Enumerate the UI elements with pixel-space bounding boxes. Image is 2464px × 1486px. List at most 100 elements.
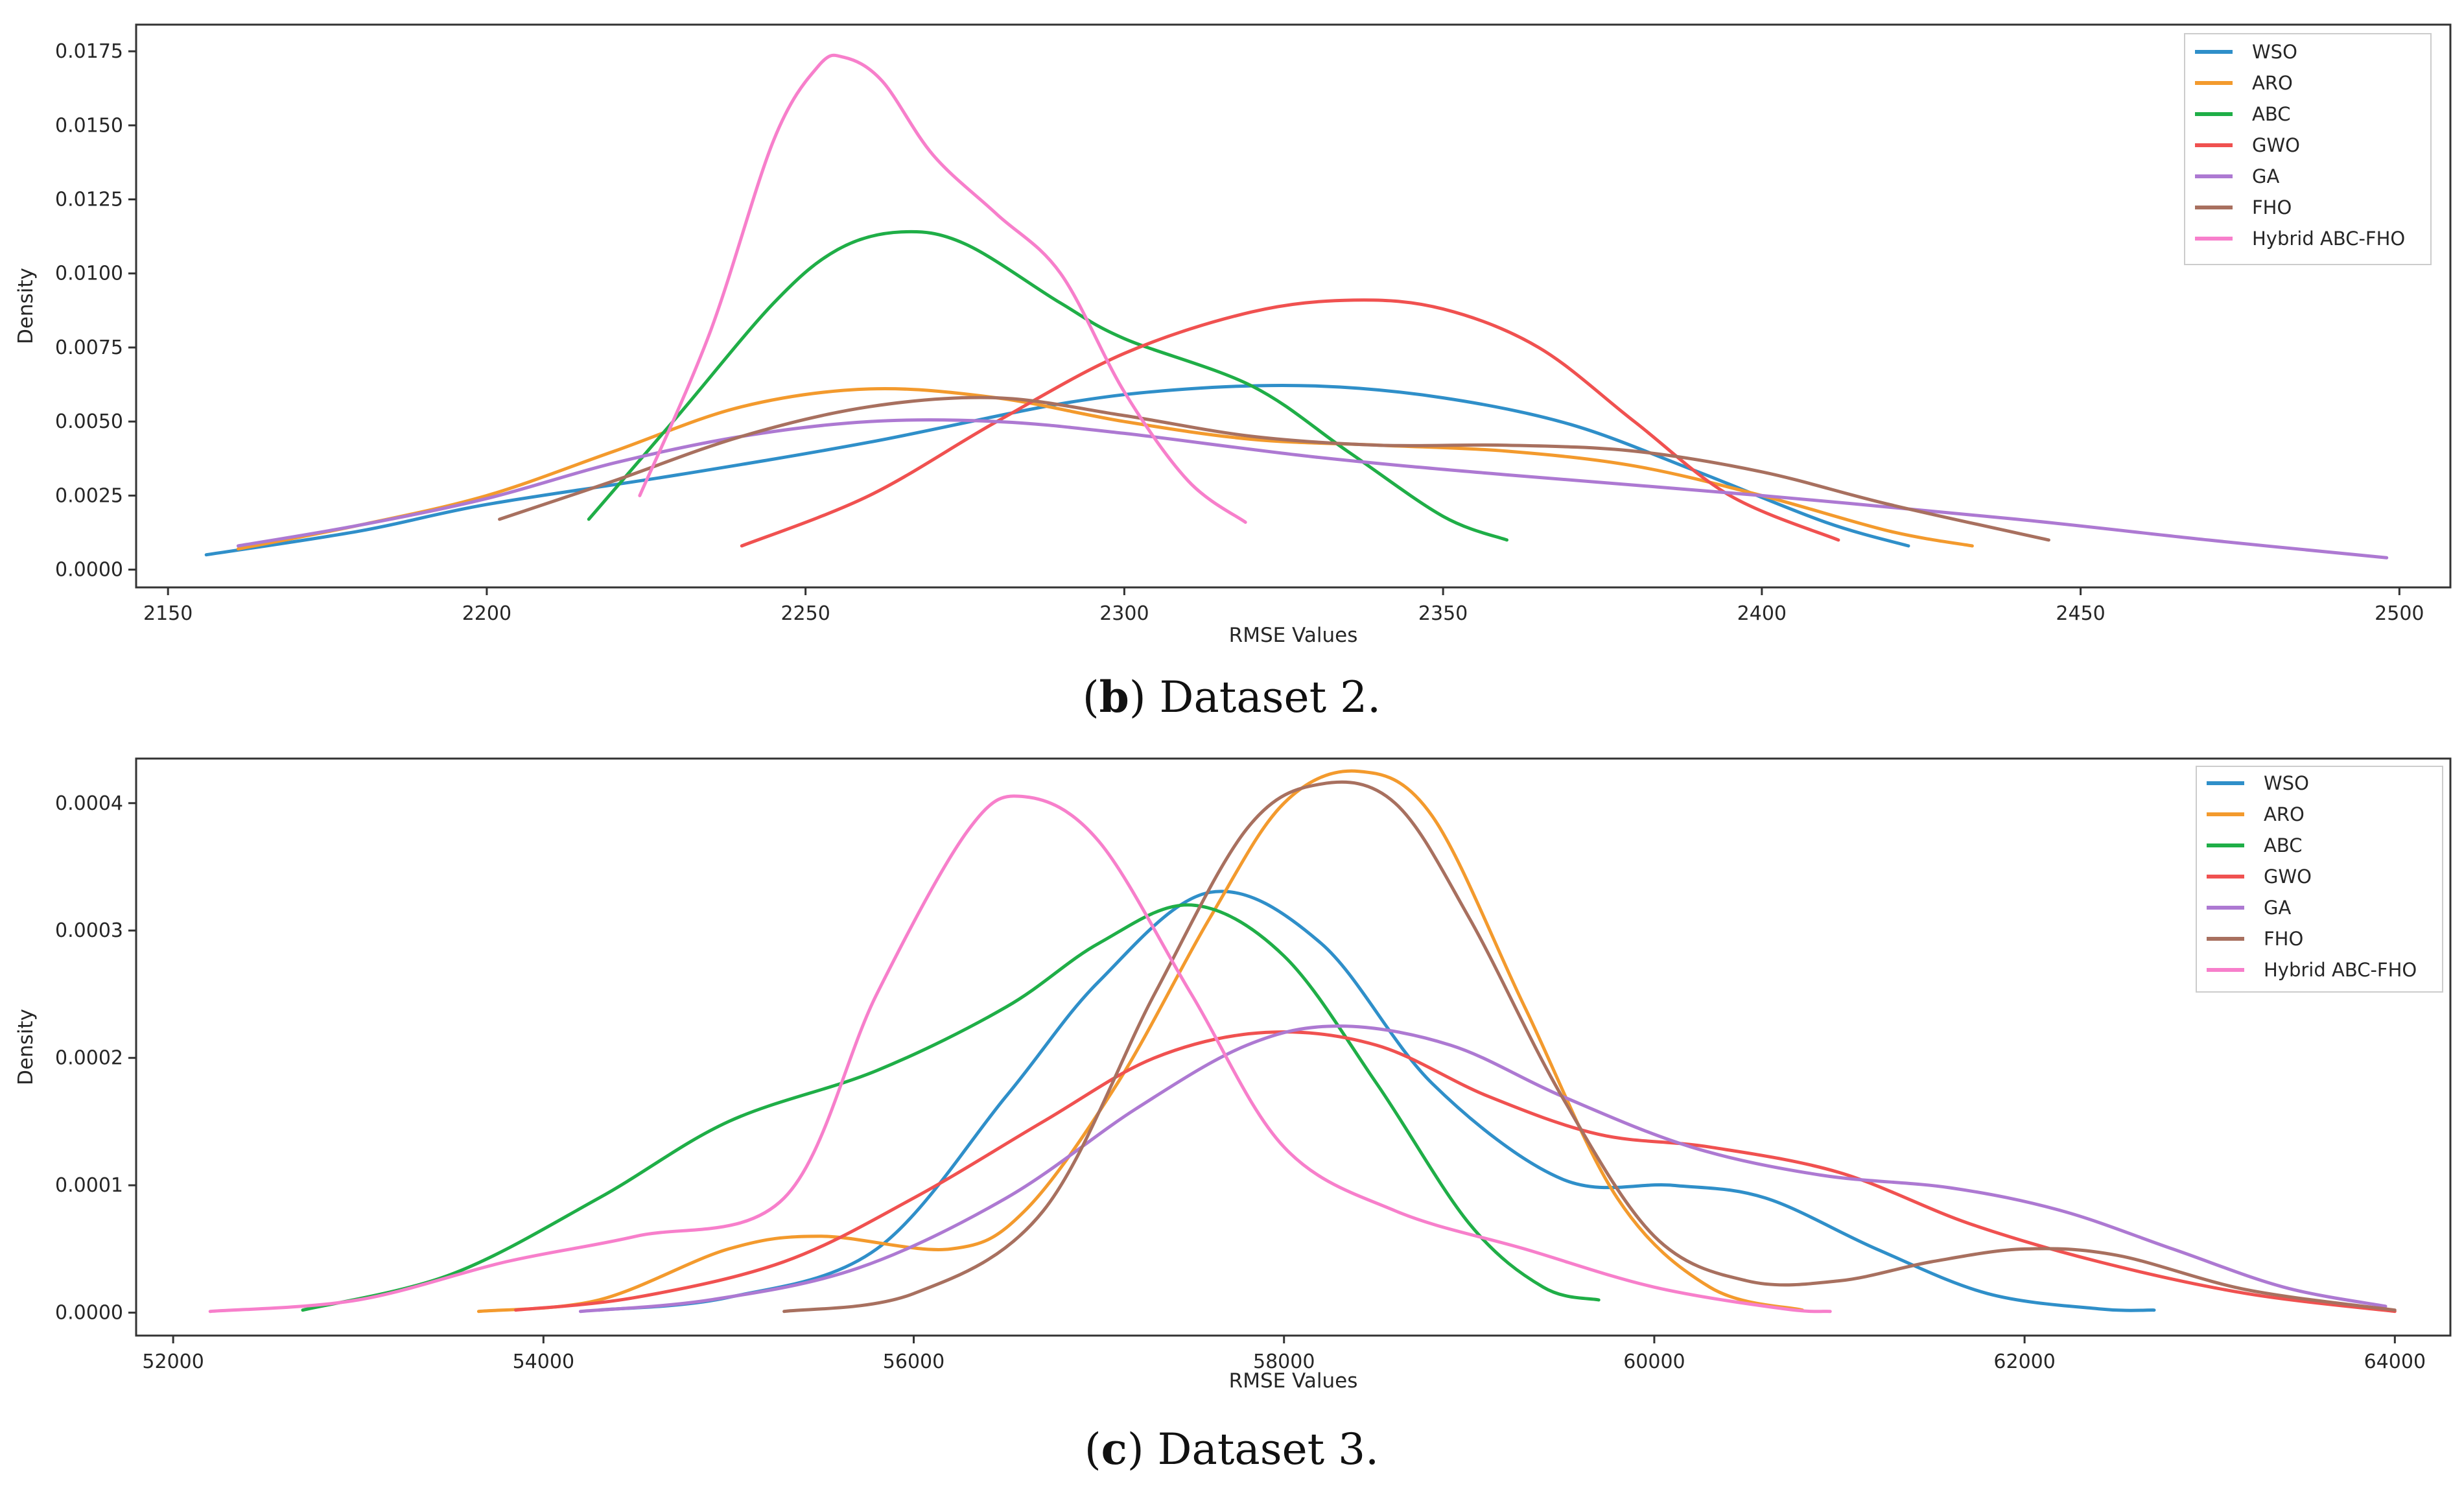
y-tick-label: 0.0025	[55, 484, 123, 507]
y-tick-label: 0.0004	[55, 792, 123, 815]
caption-letter: c	[1101, 1424, 1127, 1474]
legend-label: FHO	[2252, 196, 2292, 218]
legend-box	[2184, 33, 2432, 265]
x-axis-label: RMSE Values	[1229, 624, 1358, 647]
series-line-ga	[236, 418, 2389, 560]
x-tick: 62000	[1993, 1336, 2056, 1373]
y-tick: 0.0000	[55, 559, 136, 582]
legend-label: ARO	[2252, 72, 2293, 94]
legend-entry: Hybrid ABC-FHO	[2195, 228, 2405, 250]
legend-label: Hybrid ABC-FHO	[2252, 228, 2405, 250]
panel-dataset-3: 52000 54000 56000 58000 60000 62000 6400…	[14, 757, 2452, 1474]
x-tick: 56000	[883, 1336, 945, 1373]
legend-label: WSO	[2264, 772, 2309, 794]
y-tick-label: 0.0075	[55, 336, 123, 359]
y-axis-ticks: 0.0000 0.0025 0.0050 0.0075 0.0100 0.012…	[55, 40, 136, 582]
x-tick: 2500	[2375, 587, 2424, 625]
y-tick-label: 0.0001	[55, 1174, 123, 1197]
series-line-fho	[782, 780, 2397, 1314]
x-axis-ticks: 2150 2200 2250 2300 2350 2400 2450 2500	[143, 587, 2424, 625]
x-tick: 52000	[142, 1336, 204, 1373]
caption-letter: b	[1099, 672, 1129, 722]
legend-label: WSO	[2252, 41, 2297, 63]
x-tick: 2450	[2056, 587, 2106, 625]
legend-label: ABC	[2264, 834, 2302, 856]
y-tick-label: 0.0000	[55, 559, 123, 582]
legend-entry: GA	[2207, 897, 2291, 919]
y-tick-label: 0.0175	[55, 40, 123, 63]
legend-entry: ABC	[2207, 834, 2302, 856]
plot-area-dataset-3	[135, 757, 2452, 1337]
caption-text: Dataset 2.	[1160, 672, 1381, 722]
series-line-abc	[587, 230, 1508, 542]
x-tick-label: 2200	[462, 602, 511, 625]
legend-entry: WSO	[2207, 772, 2309, 794]
legend-label: GA	[2264, 897, 2291, 919]
y-tick-label: 0.0002	[55, 1047, 123, 1070]
x-tick: 2400	[1737, 587, 1787, 625]
legend-label: ARO	[2264, 803, 2305, 825]
y-axis-label: Density	[14, 268, 38, 344]
legend: WSO ARO ABC GWO GA FHO Hybrid ABC-FHO	[2184, 33, 2432, 265]
series-lines	[204, 53, 2389, 560]
panel-dataset-2: 2150 2200 2250 2300 2350 2400 2450 2500 …	[14, 23, 2452, 722]
x-tick-label: 2500	[2375, 602, 2424, 625]
x-tick: 54000	[513, 1336, 574, 1373]
y-tick: 0.0125	[55, 189, 136, 211]
y-tick: 0.0002	[55, 1047, 136, 1070]
y-tick: 0.0100	[55, 263, 136, 285]
legend-entry: FHO	[2207, 928, 2303, 950]
x-tick-label: 60000	[1623, 1350, 1685, 1373]
legend-entry: GWO	[2207, 866, 2312, 888]
y-axis-ticks: 0.0000 0.0001 0.0002 0.0003 0.0004	[55, 792, 136, 1325]
x-tick-label: 2400	[1737, 602, 1787, 625]
legend-entry: FHO	[2195, 196, 2292, 218]
x-tick-label: 2150	[143, 602, 193, 625]
legend-box	[2196, 766, 2443, 993]
series-line-wso	[597, 890, 2156, 1312]
x-tick-label: 56000	[883, 1350, 945, 1373]
legend-entry: GWO	[2195, 134, 2300, 156]
y-tick: 0.0050	[55, 410, 136, 433]
y-axis-label: Density	[14, 1009, 38, 1085]
series-line-hybrid-abc-fho	[638, 53, 1247, 524]
y-tick-label: 0.0125	[55, 189, 123, 211]
y-tick: 0.0150	[55, 114, 136, 137]
series-line-wso	[204, 383, 1910, 557]
caption-dataset-3: (c) Dataset 3.	[1085, 1424, 1379, 1474]
y-tick: 0.0003	[55, 919, 136, 942]
x-tick: 2250	[780, 587, 830, 625]
y-tick: 0.0075	[55, 336, 136, 359]
plot-area-dataset-2	[135, 23, 2452, 589]
y-tick: 0.0000	[55, 1302, 136, 1325]
x-tick-label: 58000	[1253, 1350, 1315, 1373]
x-tick-label: 64000	[2364, 1350, 2426, 1373]
x-tick: 2200	[462, 587, 511, 625]
legend-label: GA	[2252, 165, 2279, 187]
x-tick: 2150	[143, 587, 193, 625]
series-line-fho	[498, 395, 2050, 542]
series-line-aro	[236, 386, 1974, 551]
x-tick-label: 62000	[1993, 1350, 2055, 1373]
x-tick: 64000	[2364, 1336, 2426, 1373]
caption-dataset-2: (b) Dataset 2.	[1083, 672, 1381, 722]
series-line-gwo	[740, 298, 1840, 548]
x-tick-label: 2300	[1099, 602, 1149, 625]
y-tick-label: 0.0050	[55, 410, 123, 433]
series-line-abc	[301, 903, 1601, 1312]
legend-entry: WSO	[2195, 41, 2297, 63]
legend-entry: ARO	[2207, 803, 2305, 825]
x-tick: 2350	[1418, 587, 1468, 625]
legend-entry: ABC	[2195, 103, 2290, 125]
x-tick-label: 2350	[1418, 602, 1468, 625]
x-tick: 2300	[1099, 587, 1149, 625]
y-tick-label: 0.0100	[55, 263, 123, 285]
x-tick: 60000	[1623, 1336, 1685, 1373]
legend-label: ABC	[2252, 103, 2290, 125]
caption-text: Dataset 3.	[1158, 1424, 1379, 1474]
y-tick-label: 0.0000	[55, 1302, 123, 1325]
legend-entry: ARO	[2195, 72, 2293, 94]
series-line-ga	[578, 1024, 2388, 1314]
series-line-hybrid-abc-fho	[208, 794, 1832, 1314]
